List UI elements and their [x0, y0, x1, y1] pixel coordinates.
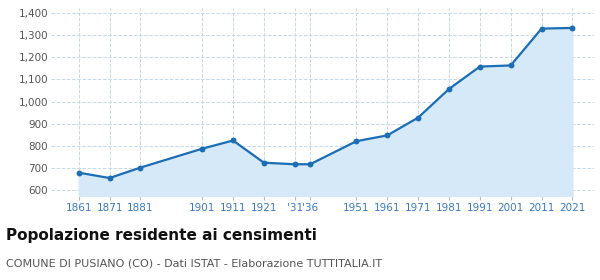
Point — [259, 160, 269, 165]
Point — [105, 176, 115, 180]
Point — [382, 133, 392, 138]
Point — [537, 26, 547, 31]
Point — [290, 162, 299, 167]
Point — [74, 171, 83, 175]
Point — [352, 139, 361, 143]
Point — [475, 64, 485, 69]
Point — [136, 165, 145, 170]
Point — [413, 115, 423, 120]
Point — [568, 26, 577, 30]
Text: Popolazione residente ai censimenti: Popolazione residente ai censimenti — [6, 228, 317, 243]
Point — [197, 146, 207, 151]
Point — [506, 63, 515, 68]
Point — [228, 138, 238, 143]
Point — [305, 162, 315, 167]
Text: COMUNE DI PUSIANO (CO) - Dati ISTAT - Elaborazione TUTTITALIA.IT: COMUNE DI PUSIANO (CO) - Dati ISTAT - El… — [6, 259, 382, 269]
Point — [444, 87, 454, 91]
